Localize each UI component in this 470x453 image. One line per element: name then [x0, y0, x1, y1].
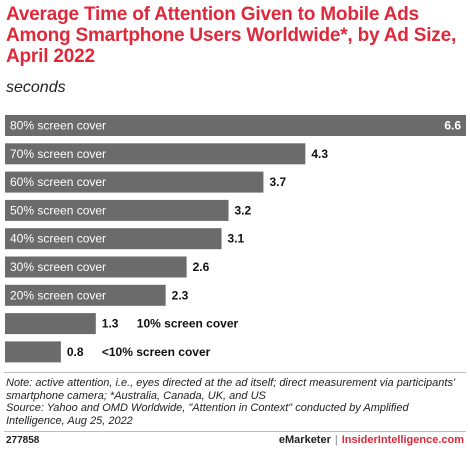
insider-intelligence-link[interactable]: InsiderIntelligence.com	[341, 434, 464, 446]
bar-80-screen-cover	[5, 115, 466, 136]
chart-subtitle: seconds	[6, 79, 66, 96]
chart-id: 277858	[6, 435, 40, 446]
bar-30-screen-cover	[5, 256, 187, 278]
category-label: 70% screen cover	[10, 147, 106, 161]
footer-brand: eMarketer | InsiderIntelligence.com	[279, 434, 464, 446]
value-label: 1.3	[102, 317, 119, 331]
value-label: 4.3	[311, 147, 328, 161]
bar-40-screen-cover	[5, 228, 222, 250]
value-label: 3.1	[228, 232, 245, 246]
chart-title: Average Time of Attention Given to Mobil…	[6, 4, 457, 67]
category-label: 20% screen cover	[10, 288, 106, 302]
divider-top	[4, 372, 466, 373]
category-label: 60% screen cover	[10, 175, 106, 189]
category-label: <10% screen cover	[102, 345, 211, 359]
footnote-block: Note: active attention, i.e., eyes direc…	[6, 377, 466, 427]
divider-bottom	[4, 431, 466, 432]
value-label: 3.7	[269, 175, 286, 189]
category-label: 50% screen cover	[10, 203, 106, 217]
bar-10-screen-cover	[5, 313, 96, 335]
category-label: 10% screen cover	[137, 317, 239, 331]
value-label: 2.6	[193, 260, 210, 274]
brand-separator: |	[334, 434, 338, 446]
bar-70-screen-cover	[5, 143, 306, 165]
category-label: 30% screen cover	[10, 260, 106, 274]
value-label: 2.3	[172, 288, 189, 302]
bar-50-screen-cover	[5, 199, 229, 221]
bar-chart: 80% screen cover 6.6 70% screen cover 4.3 60…	[5, 115, 466, 363]
category-label: 40% screen cover	[10, 232, 106, 246]
bar-10-screen-cover	[5, 341, 61, 363]
category-label: 80% screen cover	[10, 119, 106, 133]
emarketer-logo: eMarketer	[278, 434, 331, 446]
value-label: 6.6	[444, 119, 461, 133]
bar-20-screen-cover	[5, 284, 166, 306]
source-text: Source: Yahoo and OMD Worldwide, "Attent…	[6, 402, 409, 427]
bar-60-screen-cover	[5, 171, 264, 193]
value-label: 3.2	[235, 203, 252, 217]
value-label: 0.8	[67, 345, 84, 359]
note-text: Note: active attention, i.e., eyes direc…	[6, 377, 456, 402]
